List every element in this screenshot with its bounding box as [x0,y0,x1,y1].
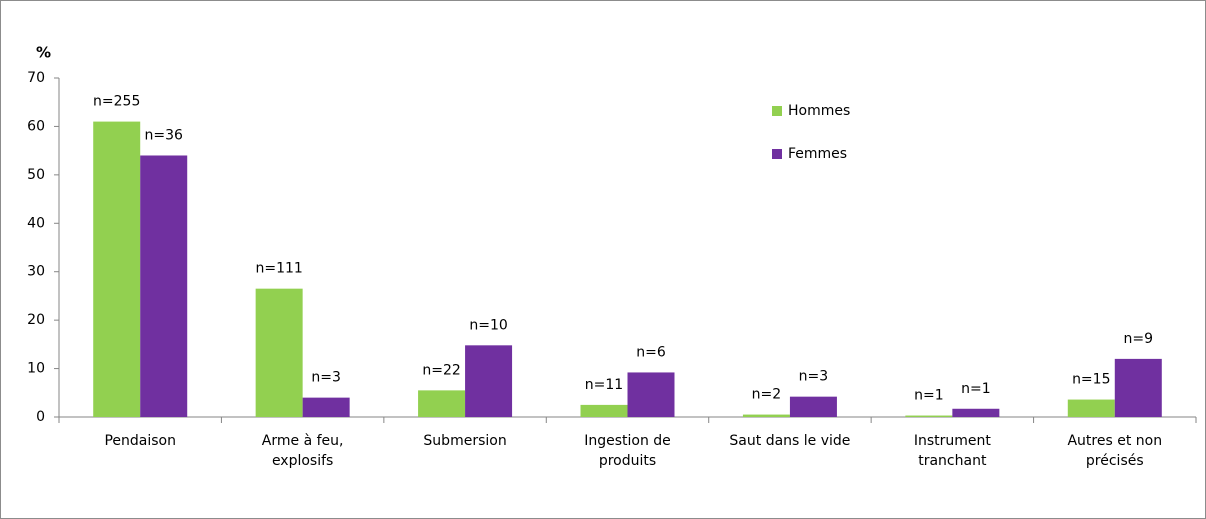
bar [302,397,350,417]
y-tick-label: 0 [36,409,45,425]
value-label: n=9 [1124,331,1154,347]
y-tick-label: 60 [27,118,45,134]
y-axis-label: % [36,44,51,62]
y-tick-label: 50 [27,167,45,183]
bar [140,155,188,417]
value-label: n=11 [585,377,623,393]
value-label: n=6 [636,344,666,360]
value-label: n=2 [752,387,782,403]
value-label: n=22 [422,362,460,378]
x-tick-label: Instrument tranchant [913,433,991,469]
value-label: n=10 [469,317,507,333]
bar [93,121,141,417]
y-tick-label: 10 [27,361,45,377]
bar [1067,399,1115,417]
y-tick-label: 30 [27,264,45,280]
value-label: n=111 [255,261,302,277]
value-label: n=3 [311,370,341,386]
legend-swatch [772,106,782,116]
y-tick-label: 70 [27,70,45,86]
legend-label: Femmes [788,146,847,162]
bar [465,345,513,417]
x-tick-label: Submersion [423,433,507,449]
value-label: n=36 [145,127,184,143]
legend-label: Hommes [788,103,850,119]
x-tick-label: Ingestion de produits [584,433,671,469]
value-label: n=1 [961,381,991,397]
bar [255,288,303,417]
value-label: n=255 [93,94,140,110]
value-label: n=3 [799,369,829,385]
bar [418,390,466,417]
x-tick-label: Arme à feu, explosifs [261,433,344,469]
y-tick-label: 40 [27,215,45,231]
value-label: n=15 [1072,372,1110,388]
bar [789,396,837,417]
bar [952,408,1000,417]
bar [627,372,675,417]
y-tick-label: 20 [27,312,45,328]
bar [905,415,953,417]
x-tick-label: Autres et non précisés [1067,433,1163,469]
x-tick-label: Saut dans le vide [729,433,851,449]
bar [1114,358,1162,417]
legend-swatch [772,149,782,159]
value-label: n=1 [914,388,944,404]
x-tick-label: Pendaison [104,433,176,449]
bar [742,414,790,417]
bar [580,404,628,417]
